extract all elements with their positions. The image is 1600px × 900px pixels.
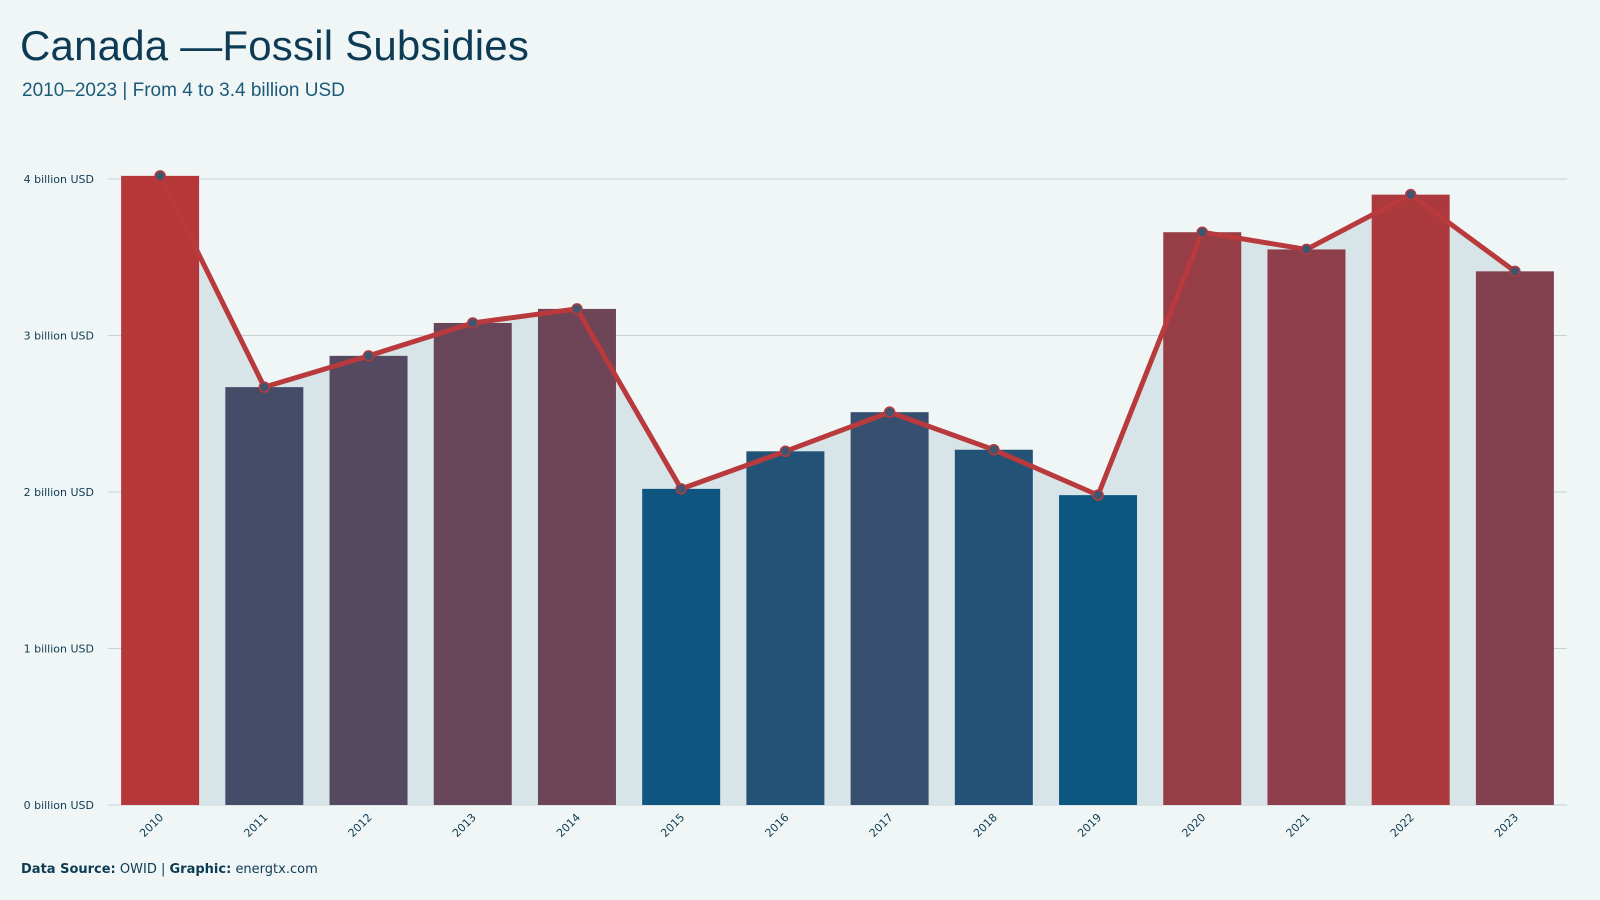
trend-line bbox=[157, 173, 1518, 498]
data-point bbox=[1509, 265, 1521, 278]
data-point bbox=[362, 350, 375, 362]
x-tick-label: 2011 bbox=[241, 811, 270, 840]
x-tick-label: 2020 bbox=[1179, 811, 1208, 840]
x-axis-ticks: 2010 2011 2012 2013 2014 2015 2016 2017 2018 2019… bbox=[137, 811, 1521, 840]
bar bbox=[1371, 194, 1450, 805]
bar bbox=[746, 451, 825, 805]
bar bbox=[537, 308, 616, 805]
x-tick-label: 2018 bbox=[971, 811, 1000, 840]
trend-line-path bbox=[157, 173, 1518, 498]
data-point bbox=[1092, 489, 1104, 501]
data-point bbox=[988, 443, 1000, 456]
x-tick-label: 2012 bbox=[346, 811, 375, 840]
data-point bbox=[1196, 226, 1208, 238]
data-points bbox=[154, 170, 1521, 501]
x-tick-label: 2022 bbox=[1388, 811, 1417, 840]
data-point bbox=[258, 381, 271, 393]
x-tick-label: 2015 bbox=[658, 811, 687, 840]
data-point bbox=[467, 317, 479, 329]
bar bbox=[1475, 271, 1554, 806]
y-tick-label: 1 billion USD bbox=[24, 643, 94, 656]
x-tick-label: 2023 bbox=[1492, 811, 1521, 840]
y-tick-label: 4 billion USD bbox=[24, 173, 94, 186]
bars bbox=[121, 175, 1554, 806]
x-tick-label: 2014 bbox=[554, 811, 583, 840]
graphic-label: Graphic: bbox=[169, 862, 232, 877]
bar bbox=[954, 449, 1033, 805]
y-tick-label: 2 billion USD bbox=[24, 486, 94, 499]
data-point bbox=[571, 303, 583, 315]
x-tick-label: 2013 bbox=[450, 811, 479, 840]
graphic-value: energtx.com bbox=[235, 862, 318, 877]
x-tick-label: 2017 bbox=[867, 811, 896, 840]
chart-subtitle: 2010–2023 | From 4 to 3.4 billion USD bbox=[22, 80, 345, 101]
y-tick-label: 0 billion USD bbox=[24, 799, 94, 812]
bar bbox=[225, 387, 304, 805]
bar bbox=[850, 412, 929, 805]
data-point bbox=[154, 170, 166, 182]
bar bbox=[121, 175, 200, 805]
data-point bbox=[1300, 243, 1313, 256]
y-axis-ticks: 0 billion USD 1 billion USD 2 billion USD 3… bbox=[24, 173, 94, 812]
x-tick-label: 2021 bbox=[1284, 811, 1313, 840]
data-point bbox=[779, 445, 792, 458]
bar bbox=[1163, 232, 1242, 805]
source-value: OWID bbox=[119, 862, 157, 877]
bar bbox=[1059, 495, 1138, 805]
x-tick-label: 2010 bbox=[137, 811, 166, 840]
bar bbox=[642, 488, 721, 805]
bar bbox=[329, 355, 408, 805]
x-tick-label: 2019 bbox=[1075, 811, 1104, 840]
bar bbox=[1267, 249, 1346, 806]
footer-credits: Data Source: OWID | Graphic: energtx.com bbox=[21, 862, 318, 877]
source-label: Data Source: bbox=[21, 862, 116, 877]
bar bbox=[433, 322, 512, 805]
chart-title: Canada —Fossil Subsidies bbox=[20, 22, 530, 69]
data-point bbox=[883, 406, 896, 418]
footer-separator: | bbox=[160, 862, 166, 877]
x-tick-label: 2016 bbox=[763, 811, 792, 840]
y-tick-label: 3 billion USD bbox=[24, 330, 94, 343]
data-point bbox=[675, 483, 687, 495]
data-point bbox=[1404, 188, 1417, 201]
